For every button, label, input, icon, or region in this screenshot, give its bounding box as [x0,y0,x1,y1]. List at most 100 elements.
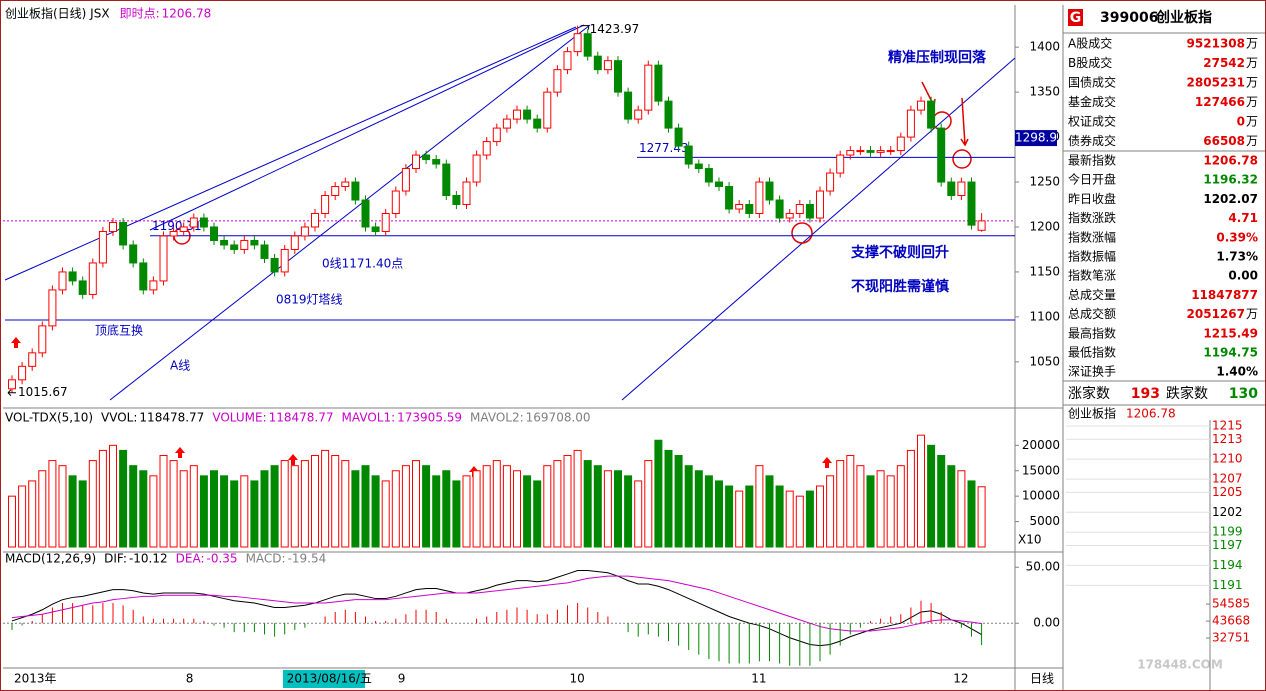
volume-bar [553,460,562,548]
volume-bar [432,475,441,548]
cursor-tag [1015,130,1057,147]
quote-unit: 万 [1246,76,1258,90]
quote-value: 1.73% [1216,250,1258,264]
y-tick-label: 1194 [1212,558,1243,572]
quote-value: 0.39% [1216,230,1258,244]
candle-body [169,230,178,237]
volume-bar [169,460,178,548]
high-label: 1423.97 [590,22,640,36]
volume-bar [300,460,309,548]
volume-bar [896,465,905,548]
x-tick-label: 12 [953,672,968,686]
candle-body [876,150,885,153]
quote-value: 0.00 [1228,269,1258,283]
volume-bar [603,470,612,548]
volume-bar [634,480,643,548]
volume-bar [816,485,824,548]
volume-bar [745,485,754,548]
volume-bar [523,475,532,548]
volume-bar [856,465,865,548]
volume-bar [684,465,693,548]
quote-unit: 万 [1246,37,1258,51]
candle-body [836,154,845,174]
volume-bar [139,470,148,548]
header-text: 118478.77 [269,411,334,425]
y-tick-label: 1215 [1212,418,1243,432]
annotation: 精准压制现回落 [888,49,987,66]
candle-body [765,181,774,201]
candle-body [896,136,905,152]
header-text: 即时点: [120,7,160,21]
candle-body [58,271,67,291]
signal-arrow [175,447,185,458]
header-text: 169708.00 [526,411,591,425]
volume-bar [917,434,925,548]
volume-bar [725,485,734,548]
header-text: 创业板指(日线) JSX [5,6,110,21]
cursor-value: 1298.9 [1015,131,1057,145]
candle-body [462,181,471,206]
header-text: 1206.78 [162,7,212,21]
candle-body [220,239,229,246]
quote-unit: 万 [1246,134,1258,148]
y-tick-label: 1191 [1212,578,1243,592]
quote-label: 深证换手 [1068,365,1116,379]
y-tick-label: 1150 [1029,264,1060,278]
quote-unit: 万 [1246,115,1258,129]
candle-body [654,64,663,102]
annotation: A线 [170,359,190,373]
candle-body [553,69,562,93]
quote-label: B股成交 [1068,55,1112,70]
quote-label: 基金成交 [1068,94,1116,109]
candle-body [785,213,794,219]
quote-value: 1194.75 [1203,346,1258,360]
quote-label: 指数涨幅 [1068,229,1116,244]
volume-bar [947,465,956,548]
y-tick-label: 50.00 [1026,560,1060,574]
quote-value: 2051267 [1187,307,1245,321]
candle-body [684,145,693,165]
signal-arrow [288,454,298,465]
volume-bar [78,480,87,548]
candle-body [634,109,643,120]
quote-label: 指数笔涨 [1068,268,1116,283]
annotation: 不现阳胜需谨慎 [851,278,949,295]
volume-bar [401,465,410,548]
quote-value: 4.71 [1228,211,1258,225]
volume-bar [391,470,400,548]
candle-body [472,154,481,183]
candle-body [78,280,87,295]
annotation: 0线1171.40点 [322,257,403,271]
x-tick-label: 9 [398,672,406,686]
candle-body [624,91,633,120]
y-tick-label: 10000 [1022,489,1060,503]
y-tick-label: 1350 [1029,85,1060,99]
volume-bar [422,465,431,548]
header-text: 173905.59 [397,411,462,425]
candle-body [917,100,925,111]
quote-label: 权证成交 [1068,114,1116,129]
y-tick-label: 1050 [1029,354,1060,368]
breadth-label: 涨家数 [1068,385,1110,402]
volume-bar [452,480,461,548]
volume-bar [836,460,845,548]
volume-bar [8,495,16,548]
breadth-value: 193 [1131,386,1160,402]
candle-body [947,181,956,197]
volume-bar [371,475,380,548]
candle-body [816,190,824,219]
breadth-value: 130 [1229,386,1258,402]
header-text: 118478.77 [139,411,204,425]
trend-line [109,24,591,401]
intraday-value: 1206.78 [1126,407,1176,421]
candle-body [745,204,754,214]
volume-bar [513,470,521,548]
volume-bar [563,455,572,548]
candle-body [482,141,491,156]
volume-bar [906,449,915,548]
volume-bar [876,470,885,548]
candle-body [533,118,542,129]
candle-body [68,271,77,282]
quote-label: 今日开盘 [1068,172,1116,187]
candle-body [694,163,703,170]
